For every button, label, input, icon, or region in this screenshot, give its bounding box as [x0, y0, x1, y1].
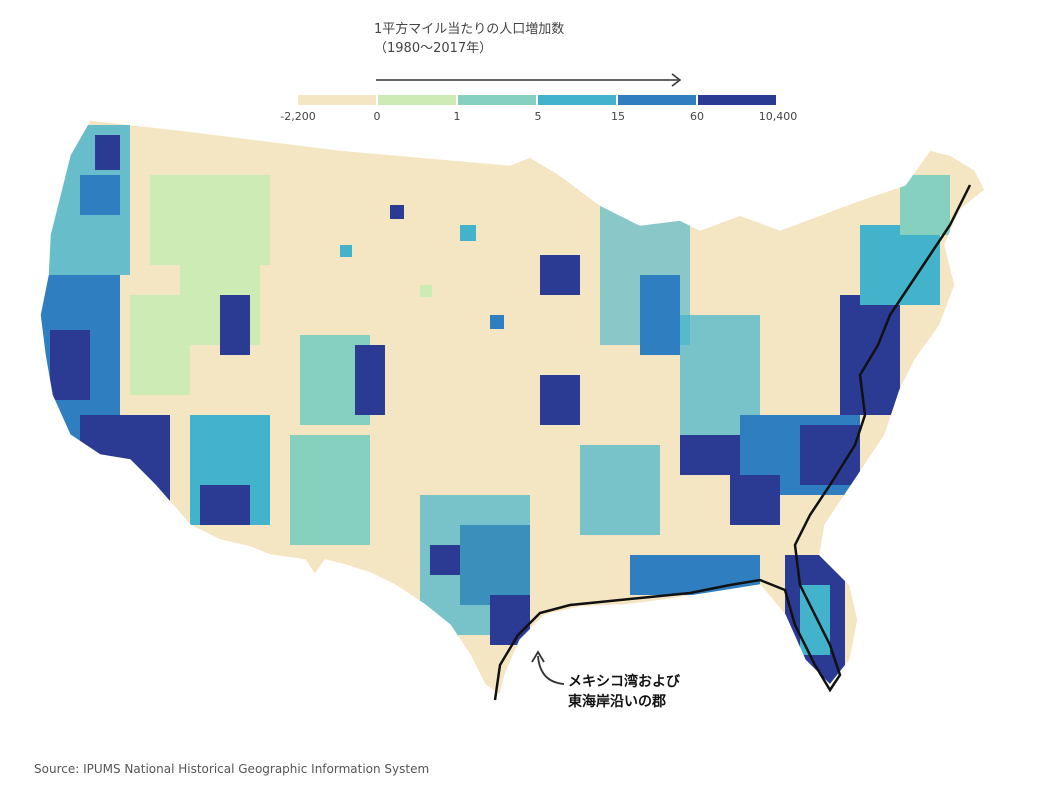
- coastal-counties-outline: [493, 184, 972, 701]
- legend-tick-label: -2,200: [280, 110, 316, 123]
- legend-swatch-6: [698, 95, 776, 105]
- legend-ticks: -2,200 0 1 5 15 60 10,400: [0, 110, 1061, 126]
- legend-swatch-4: [538, 95, 616, 105]
- annotation-arrow-icon: [531, 650, 565, 685]
- legend-color-bar: [298, 95, 778, 105]
- legend-arrow-icon: [376, 73, 682, 87]
- source-note: Source: IPUMS National Historical Geogra…: [34, 762, 430, 776]
- legend-tick-label: 10,400: [758, 110, 798, 123]
- legend-tick-label: 60: [690, 110, 704, 123]
- annotation-line2: 東海岸沿いの郡: [568, 694, 666, 710]
- legend-swatch-1: [298, 95, 376, 105]
- legend-tick-label: 1: [453, 110, 461, 123]
- annotation-line1: メキシコ湾および: [568, 674, 680, 690]
- legend-title-line1: 1平方マイル当たりの人口増加数: [374, 22, 565, 37]
- legend-tick-label: 5: [534, 110, 542, 123]
- legend-tick-label: 15: [611, 110, 625, 123]
- us-county-map: [40, 119, 986, 701]
- legend-swatch-2: [378, 95, 456, 105]
- coastal-annotation: メキシコ湾および 東海岸沿いの郡: [568, 672, 680, 712]
- legend-title-line2: （1980～2017年）: [374, 41, 493, 56]
- legend-tick-label: 0: [373, 110, 381, 123]
- legend-title: 1平方マイル当たりの人口増加数 （1980～2017年）: [374, 20, 564, 58]
- legend-swatch-3: [458, 95, 536, 105]
- legend-swatch-5: [618, 95, 696, 105]
